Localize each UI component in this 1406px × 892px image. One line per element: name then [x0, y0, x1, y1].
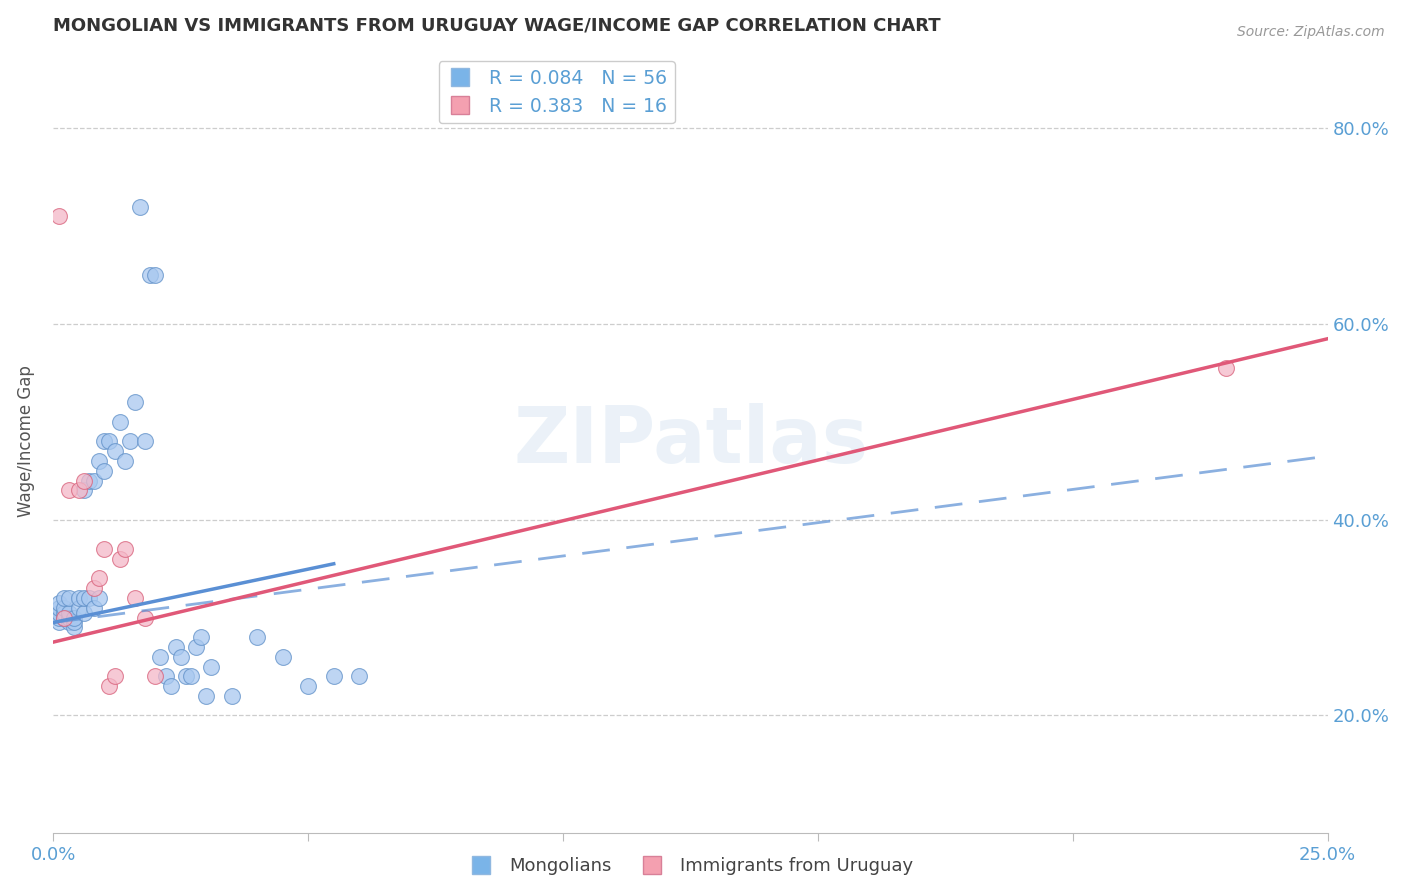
Point [195, 689, 218, 703]
Point [93, 434, 115, 449]
Point [347, 669, 370, 683]
Point [77, 474, 100, 488]
Point [200, 659, 222, 673]
Point [190, 630, 212, 644]
Text: ZIPatlas: ZIPatlas [513, 403, 868, 480]
Point [62, 610, 84, 624]
Point [83, 600, 105, 615]
Point [114, 454, 136, 468]
Point [159, 679, 181, 693]
Point [322, 669, 344, 683]
Point [165, 640, 187, 654]
Point [67, 483, 90, 498]
Point [170, 649, 193, 664]
Point [77, 591, 100, 605]
Point [73, 474, 96, 488]
Point [89, 571, 111, 585]
Point [271, 649, 294, 664]
Point [118, 434, 141, 449]
Point [134, 610, 156, 624]
Point [58, 615, 80, 630]
Point [246, 630, 269, 644]
Point [103, 669, 125, 683]
Point [93, 542, 115, 557]
Point [108, 552, 131, 566]
Point [58, 610, 80, 624]
Point [89, 591, 111, 605]
Point [48, 596, 70, 610]
Point [180, 669, 202, 683]
Point [1215, 361, 1237, 376]
Point [58, 483, 80, 498]
Point [149, 649, 172, 664]
Point [48, 615, 70, 630]
Point [129, 200, 152, 214]
Point [48, 610, 70, 624]
Point [155, 669, 177, 683]
Point [143, 268, 166, 282]
Point [108, 415, 131, 429]
Point [143, 669, 166, 683]
Point [98, 434, 121, 449]
Point [52, 610, 75, 624]
Point [58, 606, 80, 620]
Point [48, 210, 70, 224]
Text: Source: ZipAtlas.com: Source: ZipAtlas.com [1237, 25, 1385, 39]
Point [48, 606, 70, 620]
Point [89, 454, 111, 468]
Point [62, 620, 84, 634]
Point [98, 679, 121, 693]
Point [62, 615, 84, 630]
Point [124, 591, 146, 605]
Point [52, 600, 75, 615]
Point [52, 610, 75, 624]
Point [184, 640, 207, 654]
Point [83, 474, 105, 488]
Point [67, 591, 90, 605]
Point [174, 669, 197, 683]
Point [52, 591, 75, 605]
Point [58, 591, 80, 605]
Point [73, 483, 96, 498]
Text: MONGOLIAN VS IMMIGRANTS FROM URUGUAY WAGE/INCOME GAP CORRELATION CHART: MONGOLIAN VS IMMIGRANTS FROM URUGUAY WAG… [53, 17, 941, 35]
Point [139, 268, 162, 282]
Point [48, 600, 70, 615]
Point [73, 606, 96, 620]
Point [134, 434, 156, 449]
Point [73, 591, 96, 605]
Point [221, 689, 243, 703]
Point [93, 464, 115, 478]
Point [124, 395, 146, 409]
Legend: Mongolians, Immigrants from Uruguay: Mongolians, Immigrants from Uruguay [461, 850, 921, 882]
Point [103, 444, 125, 458]
Y-axis label: Wage/Income Gap: Wage/Income Gap [17, 366, 35, 517]
Point [297, 679, 319, 693]
Point [52, 606, 75, 620]
Point [114, 542, 136, 557]
Point [67, 600, 90, 615]
Point [83, 581, 105, 595]
